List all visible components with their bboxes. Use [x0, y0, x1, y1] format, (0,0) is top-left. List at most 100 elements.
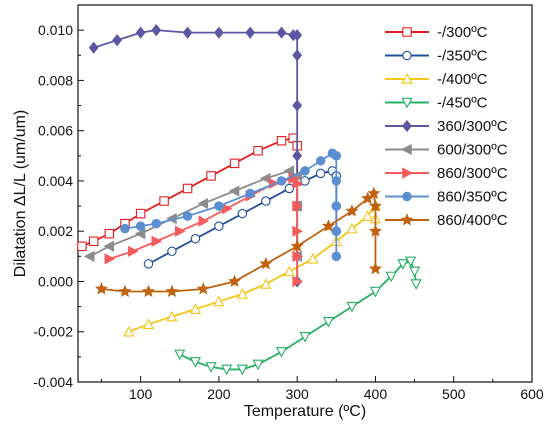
data-point [331, 226, 342, 236]
data-point [292, 225, 304, 237]
data-point [229, 158, 240, 169]
data-point [221, 202, 233, 215]
legend-label: -/300ºC [437, 24, 488, 41]
data-point [134, 228, 146, 240]
data-point [275, 347, 288, 358]
y-tick-label: 0.000 [38, 273, 73, 289]
data-point [88, 236, 99, 247]
data-point [174, 349, 186, 361]
y-tick-label: -0.002 [33, 324, 73, 340]
legend-label: -/400ºC [437, 71, 488, 88]
x-tick-label: 200 [207, 386, 231, 402]
legend-marker [402, 167, 413, 179]
data-point [206, 171, 216, 181]
data-point [283, 265, 295, 277]
legend-item: 600/300ºC [385, 142, 508, 159]
data-point [397, 259, 409, 270]
series-line [179, 260, 418, 371]
data-point [292, 149, 303, 162]
y-tick-label: 0.002 [38, 223, 73, 239]
data-point [213, 26, 224, 39]
data-point [214, 221, 224, 231]
data-point [385, 271, 397, 283]
data-point [214, 201, 224, 211]
data-point [331, 251, 342, 262]
data-point [292, 200, 304, 212]
data-point [292, 275, 304, 288]
data-point [322, 316, 335, 328]
data-point [182, 183, 193, 194]
legend-item: -/300ºC [385, 24, 488, 41]
data-point [213, 295, 225, 307]
data-point [292, 99, 303, 112]
data-point [103, 240, 115, 252]
series-line [93, 29, 299, 282]
legend-marker [402, 119, 412, 133]
data-point [182, 26, 193, 39]
data-point [276, 26, 287, 39]
legend-label: 360/300ºC [437, 118, 508, 135]
data-point [182, 211, 193, 221]
legend-item: 860/400ºC [385, 212, 508, 229]
y-tick-label: -0.004 [33, 374, 73, 390]
data-point [300, 176, 310, 186]
data-point [252, 359, 264, 371]
data-point [189, 357, 202, 368]
legend-label: -/350ºC [437, 48, 488, 65]
legend-label: 860/300ºC [437, 165, 508, 182]
data-point [88, 41, 99, 54]
data-point [236, 288, 248, 299]
data-point [368, 224, 382, 237]
data-point [143, 259, 154, 269]
series-4 [88, 24, 303, 288]
data-point [123, 325, 135, 337]
data-point [299, 332, 311, 343]
y-tick-label: 0.006 [38, 123, 73, 139]
legend: -/300ºC -/350ºC -/400ºC -/450ºC 360/300ºC 600… [385, 24, 508, 229]
data-point [331, 176, 342, 186]
data-point [237, 208, 248, 219]
data-point [292, 29, 303, 42]
data-point [104, 253, 116, 265]
data-point [135, 208, 146, 219]
data-point [292, 49, 303, 62]
legend-label: 860/400ºC [437, 212, 508, 229]
data-point [135, 221, 146, 231]
data-point [159, 196, 169, 206]
series-7 [120, 148, 342, 262]
data-point [346, 222, 358, 234]
data-point [83, 250, 95, 262]
y-tick-label: 0.010 [38, 22, 73, 38]
data-point [142, 318, 155, 329]
x-tick-label: 500 [442, 386, 466, 402]
data-point [367, 186, 381, 200]
data-point [260, 278, 272, 289]
legend-item: -/350ºC [385, 48, 488, 65]
x-axis-title: Temperature (ºC) [244, 403, 366, 420]
data-point [205, 362, 217, 373]
data-point [405, 256, 417, 268]
series-8 [94, 186, 382, 298]
data-point [165, 284, 179, 298]
data-point [236, 364, 248, 376]
data-point [369, 286, 382, 298]
data-point [362, 210, 374, 221]
legend-item: 360/300ºC [385, 118, 508, 135]
data-point [284, 183, 295, 194]
data-point [331, 201, 342, 211]
legend-label: 600/300ºC [437, 142, 508, 159]
x-axis: 100 200 300 400 500 600 [100, 376, 544, 402]
legend-marker [402, 50, 412, 61]
data-point [189, 303, 202, 314]
series-line [128, 203, 377, 333]
data-point [321, 219, 335, 232]
data-point [331, 151, 342, 161]
x-tick-label: 600 [520, 386, 544, 402]
data-point [135, 26, 146, 39]
data-point [175, 225, 186, 237]
series-6 [104, 172, 304, 288]
y-axis-title: Dilatation ΔL/L (um/um) [12, 110, 29, 277]
data-point [307, 252, 319, 264]
x-tick-label: 100 [129, 386, 153, 402]
